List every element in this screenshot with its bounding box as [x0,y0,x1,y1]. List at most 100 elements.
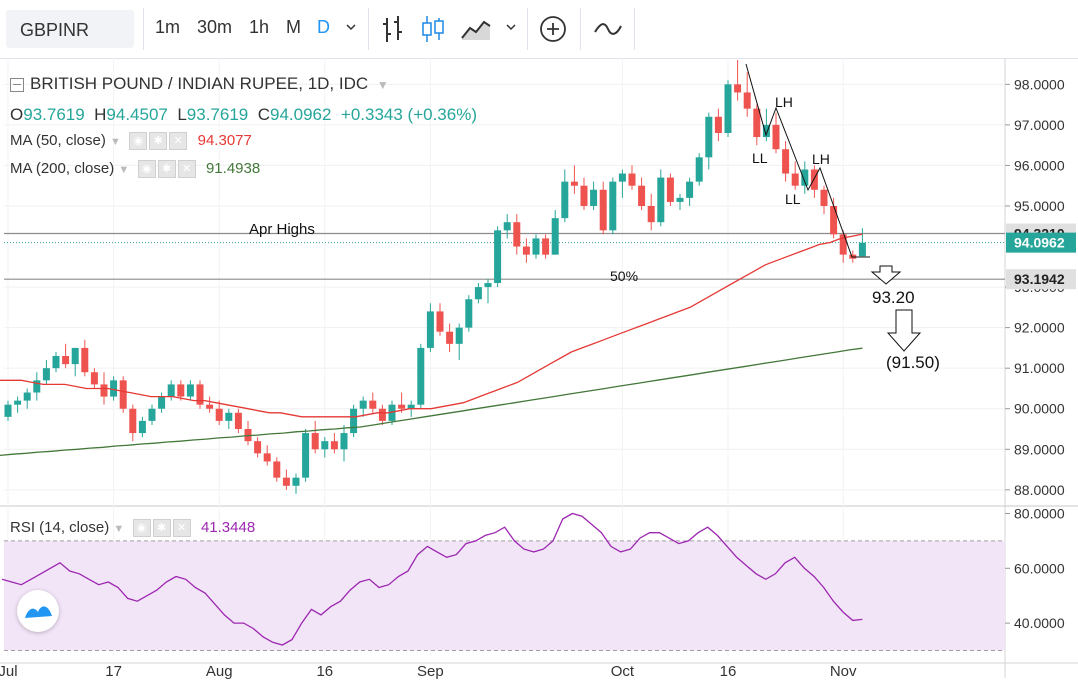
candle-body [273,461,281,478]
rsi-line [1,512,863,646]
chart-title: BRITISH POUND / INDIAN RUPEE, 1D, IDC ▼ [10,74,389,94]
close-icon[interactable]: ✕ [172,519,191,538]
eye-icon[interactable]: ◉ [132,519,151,538]
rsi-label: RSI (14, close) [10,519,110,536]
candle-body [666,177,674,202]
candle-body [647,205,655,223]
rsi-legend[interactable]: RSI (14, close) ▼ ◉ ✱ ✕ 41.3448 [10,519,256,538]
candles-style-icon[interactable] [420,14,446,49]
interval-day-button[interactable]: D [317,17,330,37]
chevron-down-icon[interactable]: ▼ [113,523,125,535]
interval-month-button[interactable]: M [286,17,301,37]
tradingview-logo[interactable] [17,590,59,632]
close-icon[interactable]: ✕ [177,160,196,179]
price-axis: 98.000097.000096.000095.000093.000092.00… [1005,76,1076,631]
candle-body [100,384,108,397]
candle-body [33,380,41,393]
toolbar-divider [634,8,635,50]
bar-style-icon[interactable] [380,14,406,49]
lower-high-label: LH [812,151,830,167]
candle-body [206,404,214,409]
interval-1h-button[interactable]: 1h [249,17,270,37]
candle-body [532,238,540,255]
eye-icon[interactable]: ◉ [129,132,148,151]
close-value: 94.0962 [269,105,332,124]
collapse-icon[interactable] [10,77,24,92]
candle-body [599,189,607,231]
lower-high-label: LH [775,94,793,110]
compare-wave-icon[interactable] [592,14,624,49]
candle-body [110,380,118,397]
chevron-down-icon[interactable] [344,20,358,39]
down-arrow-two [886,309,922,352]
chevron-down-icon[interactable]: ▼ [118,164,130,176]
target-two-label: (91.50) [886,353,940,372]
rsi-value: 41.3448 [200,519,256,536]
x-tick-label: Oct [611,663,635,680]
fifty-percent-label: 50% [610,268,639,284]
chevron-down-icon[interactable]: ▼ [376,78,389,92]
candle-body [321,441,329,450]
candle-body [676,197,684,202]
candle-body [474,287,482,300]
eye-icon[interactable]: ◉ [137,160,156,179]
candle-body [446,331,454,344]
down-arrow-one [870,265,902,285]
candle-body [369,400,377,409]
rsi-tick-label: 40.0000 [1014,615,1065,631]
candle-body [254,441,262,454]
trend-zigzag [745,63,870,258]
add-indicator-icon[interactable] [538,14,568,49]
candle-body [90,372,98,385]
open-label: O [10,105,24,124]
gear-icon[interactable]: ✱ [149,132,168,151]
candle-body [503,222,511,231]
symbol-search-box[interactable]: GBPINR [6,10,134,48]
open-value: 93.7619 [23,105,85,124]
area-style-icon[interactable] [460,14,492,49]
ma200-legend[interactable]: MA (200, close) ▼ ◉ ✱ ✕ 91.4938 [10,160,260,179]
candle-body [465,299,473,328]
y-tick-label: 98.0000 [1014,76,1065,92]
y-tick-label: 96.0000 [1014,157,1065,173]
ma50-line [0,233,863,418]
candle-body [196,384,204,405]
chevron-down-icon[interactable]: ▼ [110,136,121,148]
price-chart[interactable]: 98.000097.000096.000095.000093.000092.00… [0,58,1078,686]
ma200-label: MA (200, close) [10,160,115,177]
y-tick-label: 88.0000 [1014,482,1065,498]
candle-body [302,433,310,478]
interval-30m-button[interactable]: 30m [197,17,233,37]
candle-body [513,222,521,247]
candle-body [455,327,463,344]
candle-body [378,408,386,421]
candle-body [81,347,89,373]
ma50-legend[interactable]: MA (50, close) ▼ ◉ ✱ ✕ 94.3077 [10,132,252,151]
gear-icon[interactable]: ✱ [157,160,176,179]
candle-body [167,384,175,397]
change-value: +0.3343 (+0.36%) [340,105,477,124]
candle-body [522,246,530,255]
gear-icon[interactable]: ✱ [152,519,171,538]
top-toolbar: GBPINR 1m 30m 1h M D [0,0,1078,59]
chevron-down-icon[interactable] [504,20,518,39]
interval-1m-button[interactable]: 1m [155,17,181,37]
candle-body [810,169,818,190]
fifty-price-label-box [1006,269,1076,290]
candle-body [225,412,233,421]
candle-body [561,181,569,219]
candle-body [830,205,838,235]
close-icon[interactable]: ✕ [169,132,188,151]
x-tick-label: 16 [720,663,737,680]
candle-body [14,400,22,405]
symbol-text: GBPINR [20,20,90,40]
candle-body [801,169,809,186]
candle-body [590,189,598,206]
candle-body [484,283,492,288]
candle-body [177,384,185,397]
low-value: 93.7619 [186,105,249,124]
candle-body [628,173,636,186]
candle-body [407,404,415,409]
grid-lines [0,58,1078,678]
apr-highs-label: Apr Highs [249,221,315,238]
